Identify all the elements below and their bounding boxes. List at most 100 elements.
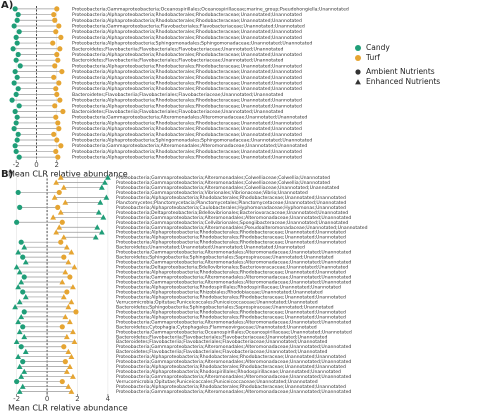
dot-0 [105,174,111,180]
dot-0 [21,309,27,315]
dot-0 [15,353,22,359]
dot-0 [10,46,16,52]
dot-1 [53,114,59,120]
dot-0 [15,284,22,290]
dot-0 [12,108,18,115]
row-label: Bacteroidetes;Flavobacteriia;Flavobacter… [116,349,327,355]
dot-1 [59,378,65,385]
row-label: Proteobacteria;Alphaproteobacteria;Sphin… [72,41,312,47]
row-label: Proteobacteria;Alphaproteobacteria;Rhodo… [72,29,302,35]
row-label: Proteobacteria;Gammaproteobacteria;Alter… [116,359,351,365]
dot-0 [15,11,21,18]
dot-1 [66,363,73,369]
dot-1 [58,239,64,245]
dot-0 [9,97,15,103]
row-label: Proteobacteria;Alphaproteobacteria;Rhodo… [116,314,346,320]
dot-1 [68,249,75,255]
dot-1 [55,204,61,210]
dot-1 [56,224,63,230]
dot-0 [98,184,105,190]
panel-label: A) [1,0,13,11]
row-label: Proteobacteria;Gammaproteobacteria;Alter… [116,260,351,266]
dot-1 [56,80,62,86]
row-label: Proteobacteria;Alphaproteobacteria;Rhodo… [116,240,346,246]
row-label: Proteobacteria;Gammaproteobacteria;Alter… [116,215,351,221]
dot-0 [12,303,19,310]
row-label: Verrucomicrobia;Opitutae;Puniceicoccales… [116,299,318,305]
row-label: Proteobacteria;Alphaproteobacteria;Rhodo… [72,69,302,75]
dot-0 [13,338,20,345]
dot-1 [62,199,69,205]
dot-1 [58,34,64,40]
row-label: Verrucomicrobia;Opitutae;Puniceicoccales… [116,379,318,385]
dot-0 [11,23,17,29]
dot-1 [51,11,57,18]
row-label: Proteobacteria;Alphaproteobacteria;Rhodo… [72,98,302,104]
dot-0 [21,244,28,250]
x-tick-label: -2 [13,161,20,169]
dot-1 [71,338,78,345]
row-label: Proteobacteria;Alphaproteobacteria;Rhodo… [72,149,302,155]
dot-1 [65,383,72,389]
dot-1 [62,359,68,365]
row-label: Bacteroidetes;Cytophagia;Cytophagales;Fl… [116,324,317,330]
dot-0 [15,249,22,255]
dot-1 [63,244,70,250]
row-label: Proteobacteria;Alphaproteobacteria;Rhodo… [72,52,302,58]
dot-1 [62,269,69,275]
dot-0 [15,51,21,58]
dot-0 [15,318,22,325]
dot-1 [60,184,67,190]
x-tick-label: 0 [34,161,38,169]
dot-1 [68,353,75,359]
dot-0 [14,114,20,120]
dot-0 [15,189,21,196]
dot-0 [16,363,23,369]
dot-1 [53,29,59,35]
legend-swatch [355,55,361,61]
legend-swatch [355,45,361,51]
row-label: Proteobacteria;Gammaproteobacteria;Alter… [116,275,351,281]
dot-1 [62,313,69,320]
dot-0 [12,68,18,75]
dot-0 [103,194,110,200]
row-label: Proteobacteria;Gammaproteobacteria;Ocean… [116,329,352,335]
x-axis-title: Mean CLR relative abundance [8,170,128,179]
row-label: Proteobacteria;Alphaproteobacteria;Rhodo… [116,195,346,201]
dot-1 [65,303,72,310]
dot-1 [53,179,60,185]
row-label: Proteobacteria;Gammaproteobacteria;Cellv… [116,220,348,226]
dot-0 [20,254,26,260]
dot-0 [22,259,29,265]
row-label: Proteobacteria;Gammaproteobacteria;Alter… [116,180,330,186]
row-label: Proteobacteria;Gammaproteobacteria;Flavo… [72,23,305,29]
row-label: Proteobacteria;Alphaproteobacteria;Sphin… [72,138,312,144]
dot-1 [60,294,67,300]
dot-0 [22,348,29,355]
row-label: Proteobacteria;Gammaproteobacteria;Alter… [116,225,368,231]
x-tick-label: 0 [45,395,49,403]
dot-0 [11,126,17,132]
dot-1 [61,344,67,350]
row-label: Proteobacteria;Gammaproteobacteria;Alter… [72,143,307,149]
dot-0 [12,6,18,12]
row-label: Proteobacteria;Alphaproteobacteria;Rhodo… [72,63,302,69]
dot-1 [56,189,62,196]
dot-1 [68,299,75,305]
dot-0 [14,378,20,385]
row-label: Proteobacteria;Alphaproteobacteria;Rhodo… [116,309,346,315]
row-label: Proteobacteria;Deltaproteobacteria;Bdell… [116,265,348,271]
dot-0 [16,269,23,275]
row-label: Proteobacteria;Gammaproteobacteria;Vibri… [116,190,308,196]
dot-0 [13,264,20,270]
row-label: Proteobacteria;Alphaproteobacteria;Rhodo… [72,18,302,24]
dot-1 [70,328,76,335]
row-label: Bacteroidetes;Flavobacteriia;Flavobacter… [72,92,283,98]
dot-1 [55,120,61,126]
dot-1 [50,214,57,220]
row-label: Proteobacteria;Alphaproteobacteria;Caulo… [116,205,346,211]
dot-0 [13,57,19,63]
row-label: Proteobacteria;Alphaproteobacteria;Rhodo… [72,126,302,132]
row-label: Planctomycetes;Planctomycetacia;Planctom… [116,200,346,206]
row-label: Bacteroidetes;Flavobacteriia;Flavobacter… [72,109,283,115]
